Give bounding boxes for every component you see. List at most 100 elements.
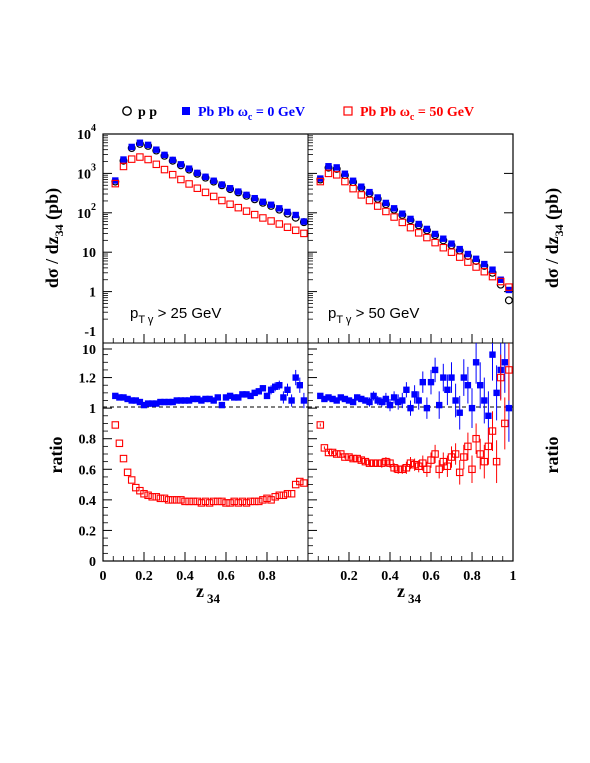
data-point-pbpb50-top-left — [226, 200, 234, 208]
data-point-pbpb0-bottom-left — [124, 395, 131, 403]
data-point-pbpb0-bottom-left — [243, 391, 250, 398]
data-point-pbpb50-bottom-right — [365, 459, 374, 467]
data-point-pbpb50-bottom-right — [320, 444, 329, 452]
x-tick-label-left: 0.2 — [135, 569, 153, 584]
data-point-pbpb50-top-left — [259, 214, 267, 222]
data-point-pbpb50-bottom-left — [115, 439, 124, 448]
y-tick-label-top: -1 — [84, 325, 96, 340]
data-point-pbpb50-bottom-left — [234, 499, 243, 507]
y-tick-label-top-exponent: 3 — [91, 162, 96, 173]
data-point-pbpb0-top-left — [177, 161, 185, 168]
y-tick-label-top: 104 — [77, 123, 96, 143]
data-point-pbpb50-top-right — [464, 258, 472, 266]
data-point-pbpb0-bottom-right — [321, 395, 328, 403]
data-point-pbpb50-top-left — [250, 210, 259, 219]
data-point-pbpb50-bottom-right — [419, 459, 427, 467]
data-point-pbpb0-top-left — [161, 151, 168, 159]
data-point-pbpb50-bottom-left — [242, 499, 251, 507]
data-point-pbpb50-bottom-right — [468, 465, 476, 474]
data-point-pbpb0-bottom-right — [452, 397, 459, 404]
data-point-pbpb0-top-right — [407, 215, 414, 223]
data-point-pbpb0-bottom-right — [349, 398, 357, 406]
data-point-pbpb0-bottom-right — [481, 397, 488, 404]
data-point-pbpb50-bottom-right — [451, 450, 460, 458]
data-point-pbpb50-bottom-left — [160, 494, 169, 503]
x-tick-label-left: 0 — [100, 569, 107, 584]
data-point-pbpb0-top-left — [292, 211, 299, 219]
data-point-pbpb50-top-left — [168, 170, 177, 179]
data-point-pbpb0-top-left — [243, 191, 250, 199]
legend-marker-pbpb50 — [343, 106, 353, 116]
data-point-pbpb50-bottom-left — [201, 497, 210, 506]
data-point-pbpb0-top-right — [382, 199, 390, 207]
data-point-pbpb50-top-right — [480, 267, 489, 276]
data-point-pbpb0-bottom-left — [259, 385, 267, 392]
data-point-pbpb0-bottom-right — [493, 389, 500, 397]
data-point-pbpb0-bottom-right — [407, 404, 414, 412]
data-point-pbpb0-top-left — [153, 146, 160, 153]
x-axis-label-right: z 34 — [397, 581, 422, 606]
data-point-pbpb0-bottom-left — [300, 397, 308, 404]
data-point-pbpb50-bottom-left — [156, 494, 165, 503]
data-point-pbpb0-bottom-left — [296, 382, 303, 389]
x-tick-label-left: 0.4 — [176, 569, 194, 584]
data-point-pbpb0-top-right — [456, 245, 463, 253]
data-point-pbpb0-top-right — [390, 205, 398, 212]
data-point-pbpb50-top-right — [423, 233, 431, 242]
data-point-pbpb0-bottom-left — [157, 398, 164, 406]
data-point-pbpb0-bottom-right — [395, 398, 402, 406]
data-point-pbpb50-bottom-right — [501, 419, 509, 428]
data-point-pbpb0-bottom-left — [267, 386, 275, 393]
y-tick-label-bottom: 0.8 — [79, 433, 97, 448]
data-point-pbpb0-bottom-left — [218, 401, 226, 409]
data-point-pbpb50-bottom-left — [181, 497, 189, 506]
data-point-pbpb0-bottom-left — [181, 397, 189, 404]
data-point-pbpb50-bottom-right — [443, 462, 452, 470]
data-point-pbpb50-top-left — [234, 203, 243, 212]
data-point-pbpb50-bottom-left — [283, 489, 292, 498]
data-point-pbpb50-bottom-right — [496, 373, 505, 382]
data-point-pbpb0-bottom-left — [165, 398, 172, 406]
data-point-pbpb0-top-right — [358, 183, 365, 190]
data-point-pbpb0-bottom-left — [288, 397, 295, 404]
data-point-pbpb50-bottom-right — [382, 457, 390, 466]
data-point-pbpb0-bottom-right — [423, 404, 431, 412]
data-point-pbpb50-top-left — [111, 179, 120, 188]
y-tick-label-top-base: 1 — [89, 286, 96, 301]
data-point-pbpb50-bottom-left — [263, 494, 271, 503]
data-point-pbpb0-top-right — [366, 188, 373, 196]
data-point-pbpb0-bottom-right — [472, 359, 480, 366]
y-tick-label-bottom: 0.4 — [79, 494, 97, 509]
data-point-pbpb0-bottom-left — [128, 397, 135, 404]
x-tick-label-right: 0.8 — [463, 569, 481, 584]
data-point-pbpb50-bottom-left — [279, 491, 288, 500]
data-point-pbpb0-bottom-left — [190, 395, 197, 403]
data-point-pbpb50-top-right — [431, 238, 439, 247]
data-point-pbpb0-bottom-right — [501, 359, 508, 366]
data-point-pbpb50-bottom-right — [357, 456, 366, 464]
data-point-pbpb0-bottom-left — [120, 394, 127, 401]
data-point-pbpb50-bottom-right — [406, 459, 415, 467]
data-point-pbpb0-bottom-left — [239, 391, 246, 398]
data-point-pbpb50-bottom-left — [173, 496, 181, 504]
y-tick-label-bottom: 1.2 — [79, 372, 97, 387]
data-point-pbpb50-bottom-right — [464, 442, 472, 451]
data-point-pbpb50-top-right — [398, 218, 407, 227]
data-point-pbpb50-top-left — [267, 217, 275, 225]
y-axis-label-bottom-right: ratio — [542, 437, 562, 474]
data-point-pbpb50-bottom-right — [349, 454, 357, 463]
x-tick-label-left: 0.8 — [258, 569, 276, 584]
data-point-pbpb50-top-right — [439, 243, 448, 252]
panel-label-right: pT γ > 50 GeV — [328, 305, 419, 326]
data-point-pbpb50-bottom-left — [111, 421, 120, 429]
data-point-pbpb0-top-right — [349, 177, 357, 184]
data-point-pbpb50-top-right — [365, 196, 374, 205]
x-tick-label-right: 0.4 — [381, 569, 399, 584]
data-point-pbpb0-top-left — [136, 139, 144, 146]
data-point-pbpb0-top-right — [489, 266, 496, 273]
data-point-pbpb0-bottom-right — [415, 397, 422, 404]
y-tick-label-top-base: 10 — [77, 128, 91, 143]
data-point-pbpb0-bottom-left — [247, 392, 254, 400]
data-point-pbpb50-top-right — [324, 169, 333, 178]
